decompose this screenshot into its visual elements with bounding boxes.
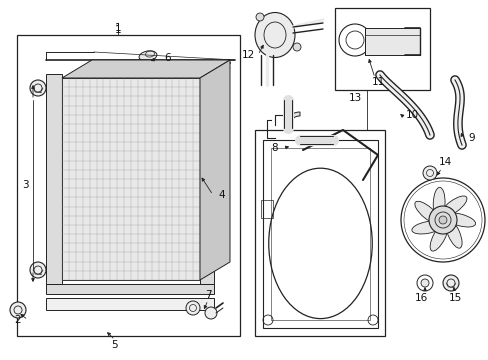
Text: 5: 5 [111,340,118,350]
Bar [270,148,369,320]
Text: 14: 14 [437,157,451,167]
Text: 7: 7 [204,290,211,300]
Ellipse shape [432,187,444,219]
Polygon shape [200,60,229,280]
Text: 12: 12 [241,50,254,60]
Bar [261,200,272,218]
Circle shape [30,262,46,278]
Bar [364,28,419,55]
Circle shape [204,307,217,319]
Text: 1: 1 [115,23,121,33]
Bar [17,35,240,336]
Bar [200,74,214,284]
Bar [46,74,62,284]
Bar [46,284,214,294]
Circle shape [420,279,428,287]
Circle shape [438,216,446,224]
Text: 11: 11 [370,77,384,87]
Ellipse shape [411,221,442,234]
Bar [254,130,384,336]
Ellipse shape [139,51,157,61]
Text: 15: 15 [447,293,461,303]
Circle shape [292,43,301,51]
Text: 9: 9 [468,133,474,143]
Circle shape [256,13,264,21]
Ellipse shape [445,219,461,248]
Ellipse shape [414,201,439,224]
Text: 6: 6 [164,53,171,63]
Polygon shape [284,112,299,128]
Circle shape [185,301,200,315]
Ellipse shape [440,196,466,217]
Text: 2: 2 [15,315,21,325]
Text: 1: 1 [115,25,121,35]
Text: 8: 8 [271,143,278,153]
Text: 13: 13 [347,93,361,103]
Circle shape [422,166,436,180]
Ellipse shape [429,223,447,251]
Bar [334,8,429,90]
Circle shape [428,206,456,234]
Bar [263,140,377,328]
Polygon shape [62,60,229,78]
Text: 4: 4 [218,190,225,200]
Bar [62,78,200,280]
Circle shape [30,80,46,96]
Bar [46,298,214,310]
Text: 10: 10 [405,110,418,120]
Text: 3: 3 [21,180,28,190]
Circle shape [442,275,458,291]
Text: 16: 16 [413,293,427,303]
Ellipse shape [254,13,294,58]
Ellipse shape [444,213,475,227]
Circle shape [10,302,26,318]
Circle shape [209,64,220,74]
